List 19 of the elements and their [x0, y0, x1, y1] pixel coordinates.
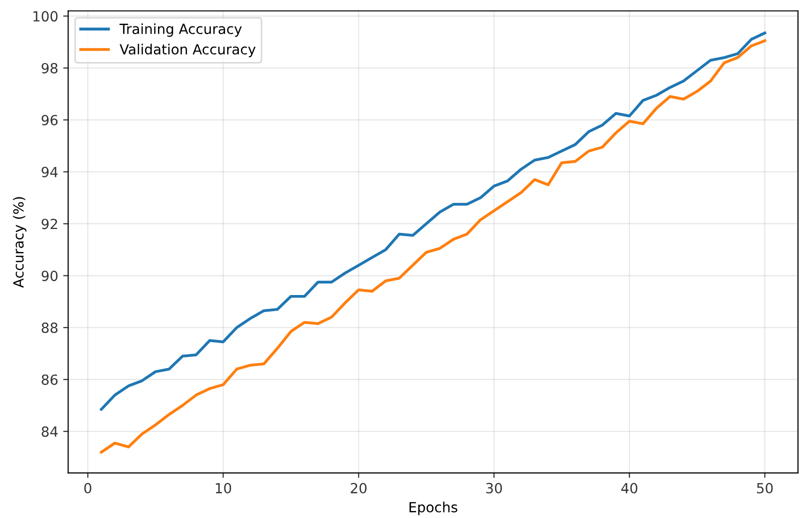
x-tick-label: 50 — [757, 482, 773, 494]
legend-label: Training Accuracy — [120, 23, 242, 37]
y-tick-label: 92 — [42, 218, 58, 230]
x-tick-label: 10 — [216, 482, 232, 494]
x-tick-label: 0 — [84, 482, 92, 494]
y-tick-label: 100 — [33, 11, 58, 22]
legend-label: Validation Accuracy — [120, 44, 256, 58]
y-tick-label: 84 — [42, 426, 58, 437]
y-tick-label: 90 — [42, 270, 58, 282]
x-tick-label: 20 — [350, 482, 367, 494]
y-axis-title: Accuracy (%) — [12, 197, 26, 288]
x-tick-label: 40 — [621, 482, 638, 494]
y-tick-label: 94 — [42, 166, 58, 178]
y-tick-label: 86 — [42, 374, 58, 385]
y-tick-label: 96 — [42, 114, 58, 126]
y-tick-label: 88 — [42, 322, 58, 334]
y-tick-label: 98 — [42, 62, 58, 74]
x-tick-label: 30 — [486, 482, 502, 494]
x-axis-title: Epochs — [410, 502, 458, 516]
